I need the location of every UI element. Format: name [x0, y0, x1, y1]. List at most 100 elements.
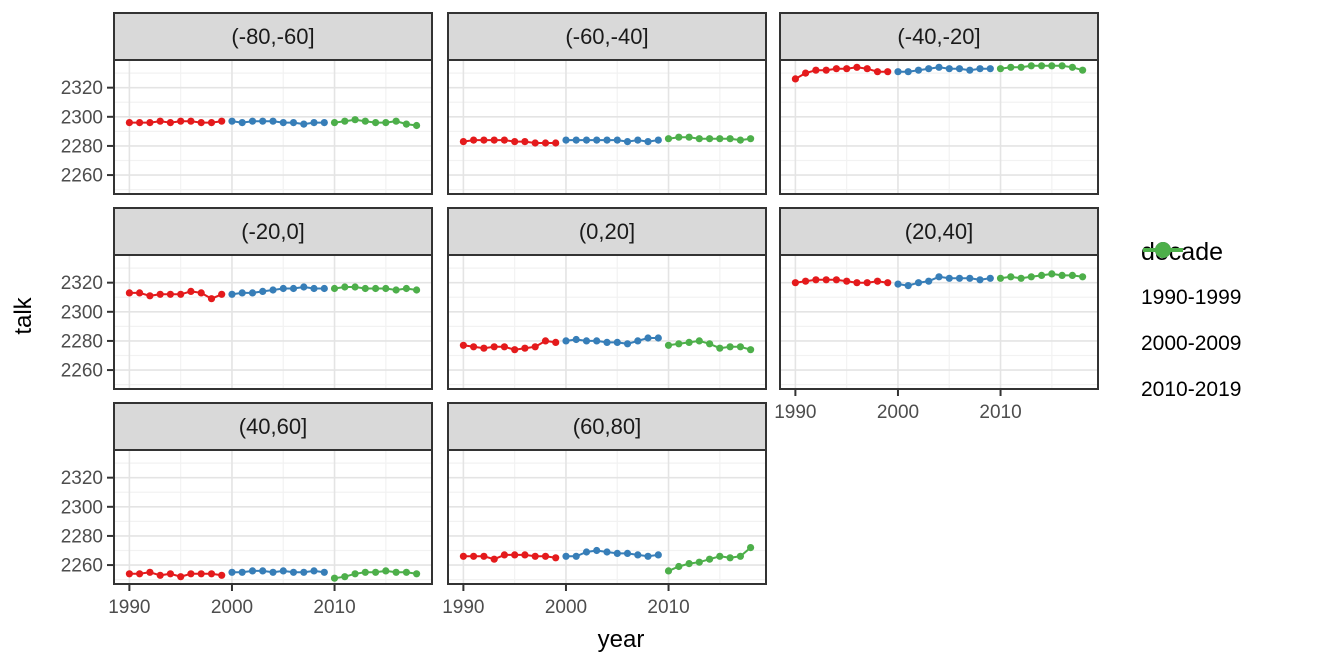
series-line — [565, 337, 659, 345]
data-point — [675, 340, 683, 348]
data-point — [1027, 273, 1035, 281]
facet-strip-label: (-60,-40] — [565, 24, 648, 49]
series-line — [231, 120, 325, 126]
data-point — [320, 284, 328, 293]
data-point — [521, 551, 529, 559]
data-point — [623, 340, 632, 348]
data-point — [832, 276, 841, 284]
series-line — [129, 290, 223, 300]
data-point — [675, 562, 683, 571]
data-point — [197, 119, 205, 127]
facet-panel: (0,20] — [447, 207, 767, 390]
data-point — [372, 284, 380, 293]
data-point — [976, 65, 984, 73]
data-point — [490, 555, 498, 563]
data-point — [843, 277, 851, 285]
data-point — [716, 135, 724, 143]
data-point — [986, 274, 994, 282]
data-point — [177, 117, 185, 125]
facet-strip-label: (-20,0] — [241, 219, 305, 244]
data-point — [1007, 273, 1015, 281]
x-axis-tick-label: 2010 — [647, 597, 689, 618]
data-point — [470, 343, 478, 351]
facet-strip-label: (20,40] — [905, 219, 974, 244]
data-point — [300, 568, 308, 576]
data-point — [894, 280, 902, 288]
data-point — [562, 337, 570, 345]
data-point — [269, 286, 277, 294]
data-point — [996, 274, 1005, 282]
data-point — [695, 337, 703, 345]
data-point — [802, 277, 810, 285]
panel-background — [780, 60, 1098, 194]
series-line — [897, 275, 991, 287]
data-point — [156, 290, 164, 298]
data-point — [197, 289, 205, 297]
data-point — [392, 286, 400, 294]
data-point — [490, 136, 498, 144]
data-point — [1058, 271, 1066, 279]
data-point — [310, 119, 318, 127]
facet-panel: (20,40] 1990 2000 2010 — [774, 207, 1099, 423]
data-point — [1079, 66, 1087, 74]
facet-strip — [779, 12, 1099, 61]
facet-strip — [113, 12, 433, 61]
data-point — [812, 276, 820, 284]
data-point — [521, 138, 529, 146]
data-point — [531, 139, 539, 147]
series-line — [231, 285, 325, 296]
data-point — [187, 117, 195, 125]
data-point — [392, 568, 400, 576]
data-point — [361, 284, 369, 293]
data-point — [884, 68, 892, 76]
data-point — [582, 136, 591, 144]
data-point — [634, 337, 642, 345]
x-axis-tick-label: 2000 — [877, 402, 919, 423]
data-point — [382, 567, 390, 575]
data-point — [207, 570, 216, 578]
data-point — [125, 119, 133, 127]
data-point — [402, 568, 410, 576]
data-point — [300, 120, 308, 128]
data-point — [863, 65, 871, 73]
legend-entry: 1990-1999 — [1141, 242, 1241, 310]
facet-strip-label: (40,60] — [239, 414, 308, 439]
data-point — [228, 290, 236, 298]
data-point — [310, 567, 318, 575]
facet-panel: (-20,0] 2260 2280 2300 2320 — [61, 207, 433, 390]
data-point — [146, 119, 154, 127]
data-point — [812, 66, 820, 74]
data-point — [664, 135, 673, 143]
data-point — [320, 568, 328, 576]
facet-panel: (60,80] 1990 2000 2010 — [442, 402, 767, 618]
data-point — [623, 138, 632, 146]
data-point — [1007, 63, 1015, 71]
panel-background — [114, 255, 432, 389]
data-point — [279, 119, 287, 127]
y-axis-tick-label: 2300 — [61, 107, 103, 128]
data-point — [572, 136, 580, 144]
data-point — [269, 568, 277, 576]
data-point — [166, 570, 174, 578]
data-point — [372, 119, 380, 127]
facet-strip-label: (60,80] — [573, 414, 642, 439]
data-point — [351, 116, 359, 124]
data-point — [402, 120, 410, 128]
data-point — [706, 340, 714, 348]
data-point — [747, 346, 755, 354]
data-point — [863, 279, 871, 287]
data-point — [955, 65, 964, 73]
data-point — [685, 560, 693, 568]
data-point — [675, 133, 683, 141]
legend-entry: 2010-2019 — [1141, 242, 1241, 402]
data-point — [562, 552, 570, 560]
data-point — [259, 117, 267, 125]
data-point — [259, 287, 267, 295]
data-point — [125, 570, 133, 578]
data-point — [136, 119, 144, 127]
data-point — [480, 552, 488, 560]
y-axis-tick-label: 2280 — [61, 331, 103, 352]
data-point — [511, 346, 519, 354]
facet-strip — [447, 207, 767, 256]
